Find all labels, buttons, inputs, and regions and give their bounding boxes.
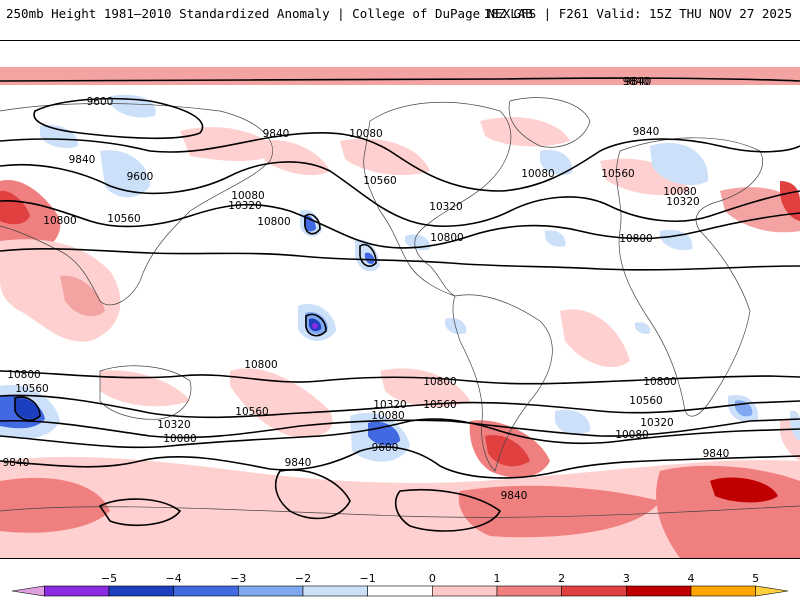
legend-swatch (11, 585, 45, 597)
contour-label: 9840 (501, 490, 528, 502)
contour-label: 10560 (423, 399, 456, 411)
contour-label: 9840 (69, 154, 96, 166)
contour-label: 10080 (521, 168, 554, 180)
legend-ticks: −5 −4 −3 −2 −1 0 1 2 3 4 5 (101, 572, 759, 585)
legend-swatches (11, 585, 789, 597)
contour-label: 10800 (430, 232, 463, 244)
contour-label: 9600 (127, 171, 154, 183)
contour-label: 9840 (3, 457, 30, 469)
contour-label: 9840 (263, 128, 290, 140)
legend-swatch (690, 585, 756, 597)
legend-swatch (561, 585, 627, 597)
contour-label: 10560 (601, 168, 634, 180)
legend-tick-label: 4 (688, 572, 695, 585)
color-legend: −5 −4 −3 −2 −1 0 1 2 3 4 5 (0, 568, 800, 600)
contour-label: 10320 (373, 399, 406, 411)
contour-label: 10560 (15, 383, 48, 395)
legend-swatch (755, 585, 789, 597)
contour-label: 10080 (371, 410, 404, 422)
contour-label: 10560 (235, 406, 268, 418)
legend-tick-label: −1 (360, 572, 376, 585)
contour-label: 10080 (163, 433, 196, 445)
contour-label: 10800 (7, 369, 40, 381)
legend-swatch (496, 585, 562, 597)
contour-label: 10560 (363, 175, 396, 187)
legend-swatch (626, 585, 692, 597)
contour-label: 10800 (257, 216, 290, 228)
contour-label: 9840 (625, 76, 652, 88)
legend-swatch (108, 585, 174, 597)
contour-label: 10800 (643, 376, 676, 388)
legend-tick-label: −3 (230, 572, 246, 585)
positive-anomaly-shading (0, 67, 800, 558)
contour-label: 10080 (615, 429, 648, 441)
contour-label: 10080 (663, 186, 696, 198)
legend-tick-label: 2 (558, 572, 565, 585)
legend-tick-label: −5 (101, 572, 117, 585)
contour-label: 10320 (429, 201, 462, 213)
legend-tick-label: 3 (623, 572, 630, 585)
contour-label: 10800 (423, 376, 456, 388)
contour-label: 9600 (87, 96, 114, 108)
legend-colorbar: −5 −4 −3 −2 −1 0 1 2 3 4 5 (11, 572, 789, 597)
legend-tick-label: −4 (166, 572, 182, 585)
contour-label: 9840 (623, 76, 650, 88)
legend-swatch (238, 585, 304, 597)
legend-tick-label: 1 (494, 572, 501, 585)
contour-label: 10320 (157, 419, 190, 431)
coastlines (0, 97, 800, 518)
contour-label: 10560 (629, 395, 662, 407)
contour-label: 10800 (43, 215, 76, 227)
contour-label: 9840 (633, 126, 660, 138)
map-panel: 9600 9840 10080 9840 9840 9600 10080 103… (0, 40, 800, 559)
run-info: 18Z GFS | F261 Valid: 15Z THU NOV 27 202… (483, 6, 792, 21)
contour-labels: 9600 9840 10080 9840 9840 9600 10080 103… (3, 76, 730, 502)
contour-label: 10560 (107, 213, 140, 225)
legend-tick-label: 5 (752, 572, 759, 585)
contour-label: 10320 (640, 417, 673, 429)
contour-label: 10080 (231, 190, 264, 202)
legend-swatch (302, 585, 368, 597)
legend-swatch (432, 585, 498, 597)
contour-label: 10800 (619, 233, 652, 245)
legend-swatch (44, 585, 110, 597)
contour-label: 10320 (666, 196, 699, 208)
contour-label: 9600 (372, 442, 399, 454)
legend-swatch (367, 585, 433, 597)
legend-tick-label: 0 (429, 572, 436, 585)
map-title: 250mb Height 1981–2010 Standardized Anom… (6, 6, 533, 21)
height-contours (0, 77, 800, 532)
contour-label: 10320 (228, 200, 261, 212)
contour-label: 9840 (703, 448, 730, 460)
legend-tick-label: −2 (295, 572, 311, 585)
contour-label: 10800 (244, 359, 277, 371)
header-bar: 250mb Height 1981–2010 Standardized Anom… (0, 0, 800, 36)
legend-swatch (173, 585, 239, 597)
contour-label: 9840 (285, 457, 312, 469)
anomaly-map: 9600 9840 10080 9840 9840 9600 10080 103… (0, 41, 800, 558)
contour-label: 10080 (349, 128, 382, 140)
